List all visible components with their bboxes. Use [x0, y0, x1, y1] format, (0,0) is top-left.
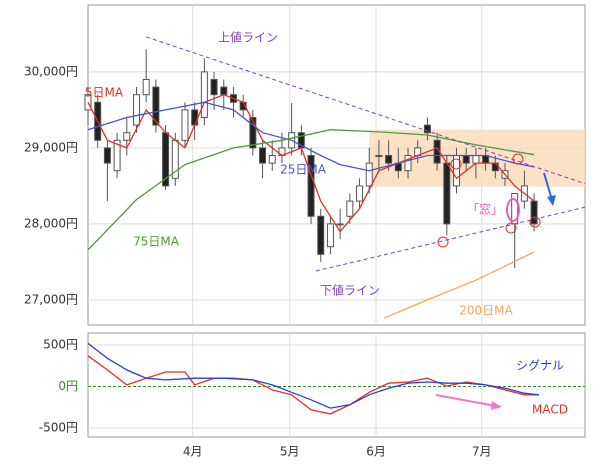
candle-body — [472, 154, 480, 164]
ma-line — [383, 251, 535, 319]
macd-line — [87, 342, 539, 409]
candle-body — [132, 94, 140, 126]
annotation: 「窓」 — [467, 202, 503, 217]
candle-body — [317, 215, 325, 255]
y-tick-label: 27,000円 — [24, 292, 78, 306]
y-tick-label: 29,000円 — [24, 140, 78, 154]
trend-line — [146, 36, 586, 185]
marker-circle — [512, 153, 524, 165]
candle-body — [385, 154, 393, 164]
trend-label: 下値ライン — [320, 283, 380, 298]
candle-body — [336, 223, 344, 226]
ma-line — [87, 129, 535, 251]
candle-body — [375, 154, 383, 157]
candle-body — [491, 162, 499, 172]
x-tick-label: 6月 — [366, 445, 386, 459]
candle-body — [220, 86, 228, 96]
y-tick-label: -500円 — [39, 421, 78, 435]
macd-line — [87, 355, 539, 415]
y-tick-label: 0円 — [58, 379, 78, 393]
trend-label: 上値ライン — [218, 30, 278, 45]
annotation-shapes — [435, 153, 556, 410]
marker-circle — [505, 222, 517, 234]
candle-body — [404, 154, 412, 172]
arrow-head — [491, 401, 502, 410]
candle-body — [123, 132, 131, 141]
x-tick-label: 5月 — [280, 445, 300, 459]
candle-body — [268, 154, 276, 164]
ma-line — [87, 101, 535, 172]
candle-body — [152, 86, 160, 126]
arrow — [435, 394, 497, 407]
candle-body — [113, 139, 121, 172]
candle-body — [307, 154, 315, 217]
candle-body — [181, 109, 189, 141]
y-tick-label: 30,000円 — [24, 64, 78, 78]
candle-body — [462, 154, 470, 164]
candle-body — [249, 116, 257, 149]
candle-body — [356, 185, 364, 202]
candle-body — [365, 162, 373, 187]
marker-circle — [529, 216, 541, 228]
arrow — [543, 172, 553, 201]
legend-label: シグナル — [516, 359, 564, 373]
candle-body — [259, 147, 267, 164]
series-label: 200日MA — [459, 304, 513, 318]
y-tick-label: 28,000円 — [24, 216, 78, 230]
candle-body — [191, 109, 199, 126]
arrow-head — [547, 195, 556, 206]
legend-label: MACD — [532, 403, 568, 417]
candle-body — [84, 94, 92, 111]
gap-highlight — [506, 198, 520, 222]
candle-body — [210, 78, 218, 96]
ma-line — [87, 94, 535, 233]
marker-circle — [437, 236, 449, 248]
series-label: 5日MA — [85, 86, 124, 100]
candle-body — [346, 200, 354, 217]
y-tick-label: 500円 — [43, 338, 78, 352]
candle-body — [142, 78, 150, 96]
candle-body — [200, 71, 208, 118]
series-label: 75日MA — [133, 235, 180, 249]
x-tick-label: 7月 — [472, 445, 492, 459]
candle-body — [443, 162, 451, 225]
candle-body — [423, 124, 431, 134]
candle-body — [326, 223, 334, 248]
plot-layer: 27,000円 28,000円 29,000円 30,000円 5日MA 25日MA 75日… — [24, 5, 586, 459]
macd-panel — [87, 332, 586, 438]
candle-body — [530, 200, 538, 225]
x-tick-label: 4月 — [183, 445, 203, 459]
marker-circle — [450, 158, 462, 170]
series-label: 25日MA — [280, 163, 327, 177]
candle-body — [103, 147, 111, 164]
